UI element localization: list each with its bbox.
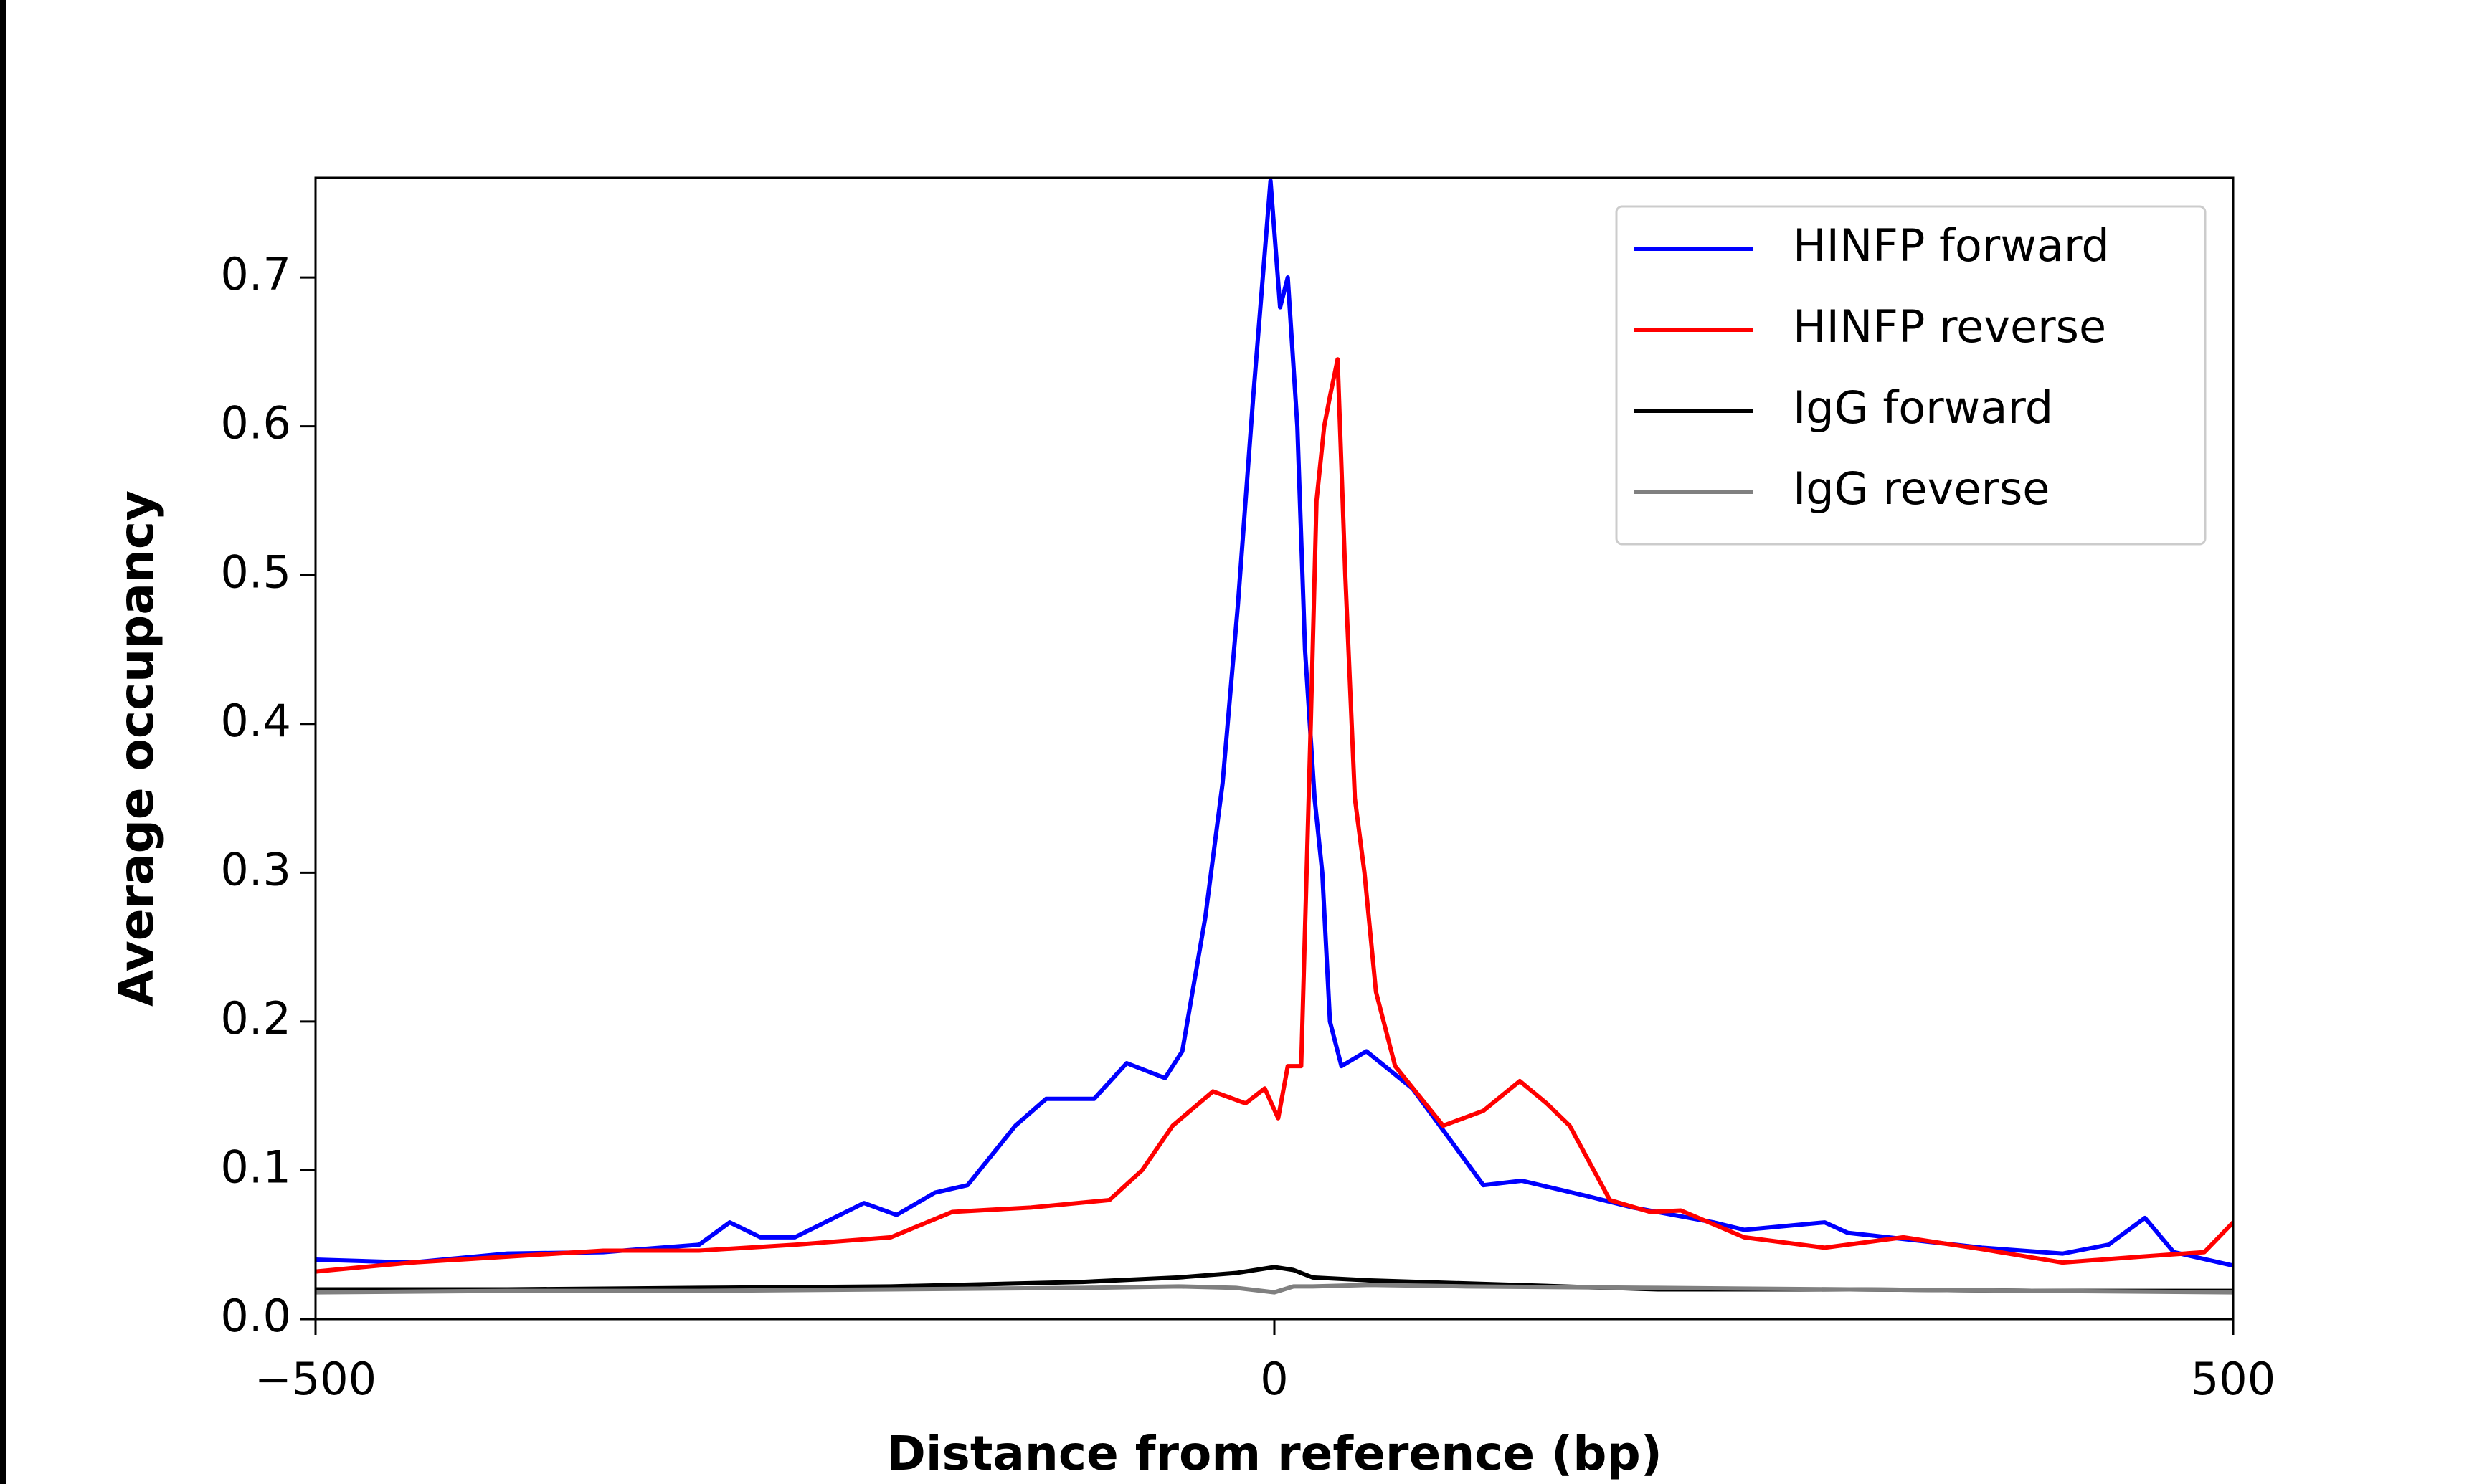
y-axis-label: Average occupancy [109,490,164,1007]
line [316,1265,2233,1293]
plot-area [316,179,2233,1295]
axes-frame [314,176,2235,1321]
y-tick-label: 0.6 [220,397,291,450]
legend-label: HINFP reverse [1793,300,2106,353]
x-tick-label: −500 [255,1353,376,1405]
x-axis-label: Distance from reference (bp) [886,1426,1662,1481]
y-tick-label: 0.1 [220,1141,291,1194]
y-tick-label: 0.4 [220,695,291,747]
legend-label: HINFP forward [1793,219,2110,272]
x-tick-label: 0 [1260,1353,1288,1405]
line [316,357,2233,1274]
y-tick-label: 0.2 [220,992,291,1045]
y-tick-label: 0.3 [220,843,291,895]
y-tick-label: 0.5 [220,546,291,598]
edge-bar [0,0,6,1484]
legend-label: IgG reverse [1793,462,2050,515]
y-tick-label: 0.7 [220,248,291,300]
line [316,1283,2233,1295]
y-tick-label: 0.0 [220,1290,291,1342]
legend-label: IgG forward [1793,381,2053,434]
x-tick-label: 500 [2191,1353,2275,1405]
line [316,179,2233,1268]
legend-box [1615,205,2207,546]
